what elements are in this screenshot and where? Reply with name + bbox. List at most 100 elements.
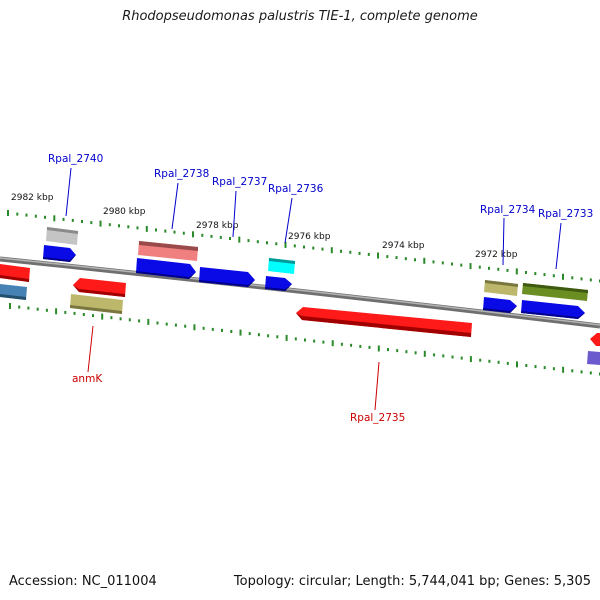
topology-text: Topology: circular; Length: 5,744,041 bp… [233,574,591,589]
major-tick [192,231,194,238]
gene-label[interactable]: Rpal_2738 [154,168,209,180]
minor-tick [182,231,185,235]
gene-rpal-2733b[interactable] [521,300,585,319]
minor-tick [534,272,537,276]
major-tick [423,257,426,264]
minor-tick [322,340,325,344]
gene-left-red[interactable] [0,264,30,282]
minor-tick [294,337,297,341]
minor-tick [543,366,546,370]
minor-tick [18,305,21,309]
minor-tick [73,311,76,315]
gene-rpal-2733[interactable] [522,283,588,301]
gene-rpal-2736[interactable] [268,258,295,274]
minor-tick [460,356,463,360]
minor-tick [266,241,268,245]
minor-tick [276,335,279,339]
minor-tick [110,316,113,320]
major-tick [331,340,334,347]
minor-tick [396,349,399,353]
minor-tick [321,247,324,251]
label-line [555,222,562,270]
minor-tick [136,226,139,230]
gene-rpal-2737[interactable] [199,267,255,287]
gene-rpal-2738[interactable] [138,241,198,261]
minor-tick [248,332,251,336]
upper-tick-row [7,210,600,283]
gene-label[interactable]: Rpal_2733 [538,208,593,220]
gene-label[interactable]: anmK [72,373,103,385]
minor-tick [479,358,482,362]
minor-tick [433,353,436,357]
minor-tick [257,333,260,337]
gene-anmk-upper[interactable] [73,278,126,297]
minor-tick [211,327,214,331]
minor-tick [404,257,407,261]
minor-tick [36,307,39,311]
major-tick [99,220,102,227]
minor-tick [525,271,527,274]
gene-label[interactable]: Rpal_2736 [268,183,324,195]
minor-tick [27,306,30,310]
minor-tick [108,223,111,227]
minor-tick [386,255,389,259]
minor-tick [62,217,65,221]
gene-right-red[interactable] [590,333,600,346]
major-tick [7,210,9,216]
gene-left-steelblue[interactable] [0,284,27,300]
minor-tick [552,367,555,371]
minor-tick [451,355,454,359]
major-tick [469,356,472,363]
gene-rpal-2734b[interactable] [483,297,517,313]
major-tick [330,247,333,254]
minor-tick [414,258,416,262]
minor-tick [202,326,205,330]
major-tick [55,308,58,315]
major-tick [53,215,56,222]
minor-tick [368,345,371,349]
minor-tick [589,278,592,282]
minor-tick [256,240,259,244]
minor-tick [395,256,398,260]
kbp-label: 2976 kbp [288,232,331,242]
label-line [374,361,380,411]
minor-tick [138,319,141,323]
label-line [65,167,72,217]
gene-rpal-2740[interactable] [43,245,76,262]
gene-label[interactable]: Rpal_2735 [350,412,405,424]
minor-tick [165,322,168,326]
gene-right-slateblue[interactable] [587,351,600,365]
minor-tick [164,229,167,233]
minor-tick [304,338,306,342]
gene-rpal-2736b[interactable] [265,276,292,291]
minor-tick [312,246,315,250]
gene-label[interactable]: Rpal_2740 [48,153,103,165]
minor-tick [82,313,85,316]
minor-tick [497,267,500,271]
gene-label[interactable]: Rpal_2737 [212,176,267,188]
minor-tick [358,251,361,255]
minor-tick [16,212,19,216]
kbp-label: 2982 kbp [11,193,54,203]
minor-tick [359,344,362,348]
minor-tick [275,242,278,246]
major-tick [377,252,379,259]
minor-tick [127,225,130,229]
major-tick [423,350,426,357]
label-line [232,190,237,238]
genome-backbone [0,256,600,329]
gene-rpal-2734[interactable] [484,280,518,296]
gene-anmk[interactable] [70,294,123,314]
minor-tick [90,221,93,225]
minor-tick [118,224,120,228]
minor-tick [580,370,583,374]
gene-rpal-2739[interactable] [136,258,196,279]
gene-rpal-2735[interactable] [296,307,472,337]
minor-tick [405,350,408,354]
major-tick [238,236,241,243]
minor-tick [71,218,74,222]
gene-rpal-2740-grey[interactable] [46,227,78,245]
gene-label[interactable]: Rpal_2734 [480,204,536,216]
major-tick [469,263,472,270]
